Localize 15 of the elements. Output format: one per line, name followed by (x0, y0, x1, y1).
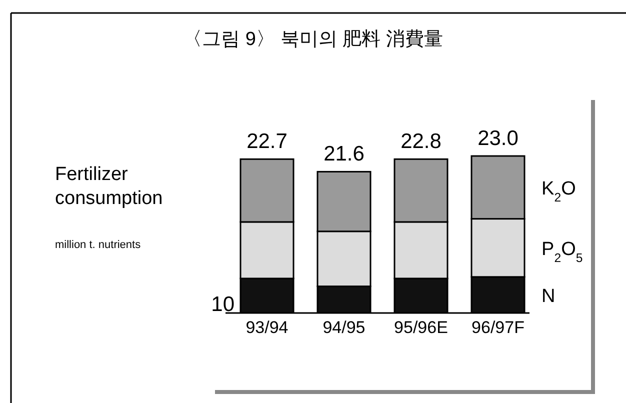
annotation: 10 (211, 293, 234, 316)
x-tick-label: 94/95 (322, 318, 366, 337)
x-tick-label: 95/96E (394, 318, 448, 337)
chart-title: 〈그림 9〉 북미의 肥料 消費量 (183, 29, 443, 50)
x-tick-label: 93/94 (246, 318, 288, 337)
x-tick-label: 96/97F (472, 318, 524, 337)
text: million t. nutrients (55, 239, 142, 251)
series-label: N (542, 286, 556, 307)
series-label: P$_{2}$O$_{5}$ (542, 238, 583, 265)
annotation: 21.6 (324, 142, 364, 166)
text: Fertilizer consumption (55, 164, 163, 209)
annotation: 22.8 (400, 130, 442, 154)
annotation: 22.7 (246, 130, 288, 154)
series-label: K$_{2}$O (542, 178, 576, 204)
annotation: 23.0 (478, 127, 518, 150)
